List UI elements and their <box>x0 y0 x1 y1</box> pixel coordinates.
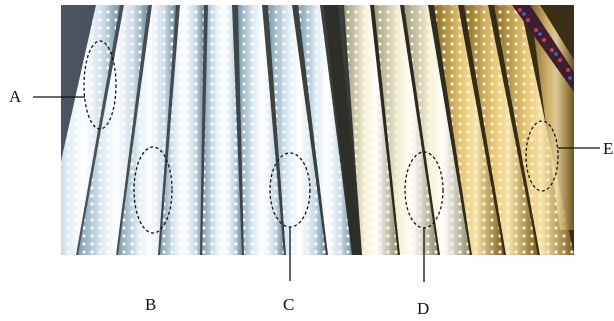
label-d: D <box>417 299 430 318</box>
region-b-ellipse <box>133 146 173 234</box>
region-e-ellipse <box>525 120 559 192</box>
cool-white-tubes <box>61 5 352 255</box>
label-e: E <box>603 139 614 158</box>
label-c: C <box>283 295 295 314</box>
label-a: A <box>9 87 22 106</box>
neutral-white-tubes <box>344 5 470 255</box>
warm-tubes <box>434 5 574 255</box>
rgb-led-strip <box>512 5 574 92</box>
photo <box>61 5 574 255</box>
gap-shadow <box>324 5 362 255</box>
label-b: B <box>145 295 157 314</box>
region-a-ellipse <box>83 40 117 130</box>
leader-lines <box>33 96 600 282</box>
